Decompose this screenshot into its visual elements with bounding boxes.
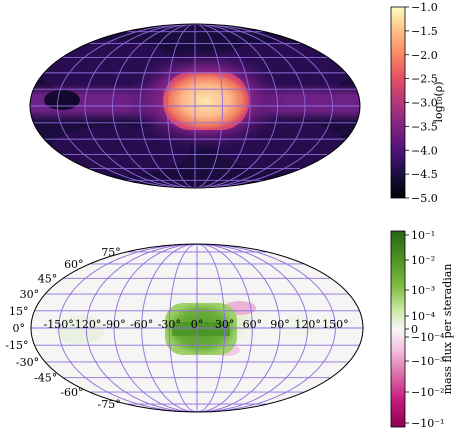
colorbar-tick-label: 10⁻³ bbox=[411, 284, 435, 297]
meridian-line bbox=[194, 23, 306, 189]
meridian-line bbox=[196, 243, 309, 413]
meridian-line bbox=[139, 23, 196, 189]
latitude-tick-label: -75° bbox=[98, 398, 121, 411]
colorbar-gradient bbox=[390, 6, 406, 199]
colorbar-label: mass flux per steradian bbox=[441, 264, 454, 395]
meridian-line bbox=[194, 23, 278, 189]
colorbar-tick-label: 10⁻⁴ bbox=[411, 310, 436, 323]
longitude-tick-label: -150° bbox=[44, 318, 74, 331]
meridian-line bbox=[85, 243, 198, 413]
low-density-pocket bbox=[44, 90, 80, 110]
meridian-line bbox=[57, 23, 196, 189]
meridian-line bbox=[194, 23, 223, 189]
latitude-tick-label: -30° bbox=[16, 356, 39, 369]
dense-core bbox=[163, 72, 249, 130]
outflow-equator bbox=[172, 322, 230, 336]
mass-flux-colorbar: 10⁻¹ 10⁻² 10⁻³ 10⁻⁴0−10⁻⁴ −10⁻³ −10⁻² −10⁻¹ ma… bbox=[390, 229, 454, 430]
longitude-tick-label: -60° bbox=[130, 318, 153, 331]
colorbar-tick-label: −4.5 bbox=[411, 168, 438, 181]
density-colorbar: −1.0 −1.5 −2.0 −2.5 −3.0 −3.5 −4.0 −4.5 −5.0 log… bbox=[390, 1, 445, 205]
meridian-line bbox=[196, 243, 281, 413]
meridian-line bbox=[194, 23, 333, 189]
longitude-tick-label: 0° bbox=[191, 318, 204, 331]
meridian-line bbox=[168, 243, 198, 413]
colorbar-tick-label: −3.5 bbox=[411, 120, 438, 133]
colorbar-tick-label: 0 bbox=[411, 323, 418, 336]
graticule bbox=[31, 243, 363, 413]
meridian-line bbox=[112, 23, 196, 189]
longitude-tick-label: -90° bbox=[102, 318, 125, 331]
longitude-tick-label: -120° bbox=[71, 318, 101, 331]
meridian-line bbox=[194, 23, 251, 189]
longitude-tick-label: -30° bbox=[158, 318, 181, 331]
latitude-tick-label: 0° bbox=[13, 322, 26, 335]
longitude-tick-label: 30° bbox=[215, 318, 235, 331]
meridian-line bbox=[196, 243, 253, 413]
longitude-tick-label: 90° bbox=[270, 318, 290, 331]
colorbar-tick-label: −3.0 bbox=[411, 97, 438, 110]
latitude-tick-label: 60° bbox=[64, 258, 84, 271]
weak-inflow bbox=[280, 316, 320, 336]
latitude-tick-label: 15° bbox=[9, 305, 29, 318]
longitude-tick-labels: -150°-120° -90° -60° -30° 0° 30° 60° 90° 120° 150… bbox=[44, 318, 349, 331]
colorbar-tick-label: −5.0 bbox=[411, 192, 438, 205]
latitude-tick-label: 45° bbox=[38, 272, 58, 285]
colorbar-tick-label: −2.0 bbox=[411, 49, 438, 62]
colorbar-gradient bbox=[390, 230, 406, 428]
density-map-panel bbox=[29, 23, 361, 189]
map-boundary bbox=[29, 23, 361, 189]
longitude-tick-label: 60° bbox=[243, 318, 263, 331]
latitude-tick-labels: 75° 60° 45° 30° 15° 0° -15° -30° -45°-60° -75° bbox=[5, 246, 120, 411]
meridian-line bbox=[113, 243, 198, 413]
colorbar-tick-label: 10⁻² bbox=[411, 254, 435, 267]
colorbar-tick-label: −1.0 bbox=[411, 1, 438, 14]
meridian-line bbox=[167, 23, 196, 189]
latitude-tick-label: -60° bbox=[60, 386, 83, 399]
graticule bbox=[30, 23, 360, 189]
colorbar-tick-label: −10⁻³ bbox=[411, 355, 444, 368]
colorbar-label: log₁₀(ρ) bbox=[432, 81, 445, 122]
latitude-tick-label: 30° bbox=[20, 288, 40, 301]
colorbar-tick-label: −10⁻⁴ bbox=[411, 331, 445, 344]
colorbar-tick-label: −4.0 bbox=[411, 144, 438, 157]
meridian-line bbox=[141, 243, 198, 413]
latitude-tick-label: -15° bbox=[5, 339, 28, 352]
weak-inflow bbox=[56, 316, 104, 344]
colorbar-tick-label: 10⁻¹ bbox=[411, 229, 435, 242]
meridian-line bbox=[196, 243, 226, 413]
latitude-tick-label: -45° bbox=[34, 372, 57, 385]
meridian-line bbox=[84, 23, 196, 189]
mass-flux-map-panel: -150°-120° -90° -60° -30° 0° 30° 60° 90° 120° 150… bbox=[5, 243, 364, 413]
colorbar-tick-label: −10⁻² bbox=[411, 386, 444, 399]
map-boundary bbox=[30, 243, 364, 413]
colorbar-tick-label: −10⁻¹ bbox=[411, 417, 444, 430]
longitude-tick-label: 150° bbox=[322, 318, 349, 331]
meridian-line bbox=[196, 243, 336, 413]
colorbar-tick-label: −2.5 bbox=[411, 73, 438, 86]
longitude-tick-label: 120° bbox=[294, 318, 321, 331]
colorbar-tick-label: −1.5 bbox=[411, 25, 438, 38]
latitude-tick-label: 75° bbox=[101, 246, 121, 259]
meridian-line bbox=[58, 243, 198, 413]
